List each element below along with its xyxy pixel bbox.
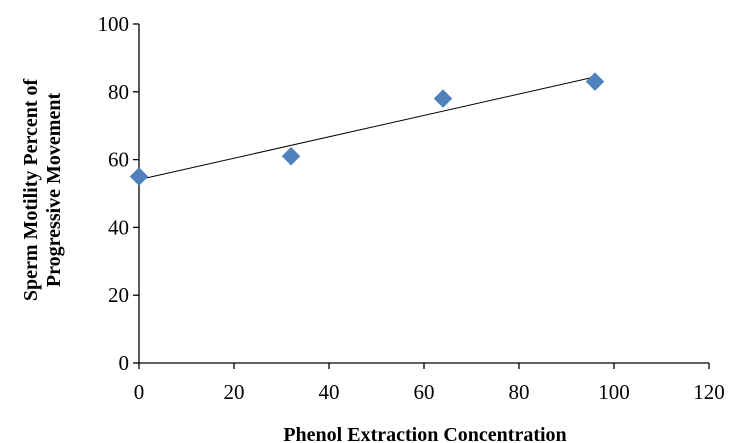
- y-axis-title-line-2: Progressive Movement: [43, 93, 65, 288]
- y-tick-label: 100: [98, 12, 130, 36]
- data-point: [585, 72, 605, 91]
- x-tick-label: 100: [598, 380, 630, 404]
- axis-labels: Phenol Extraction Concentration Sperm Mo…: [20, 78, 567, 443]
- y-tick-label: 40: [108, 215, 129, 239]
- y-tick-label: 0: [119, 351, 130, 375]
- axes: 0 20 40 60 80 100 0 20 40 60 80 100 120: [98, 12, 725, 404]
- y-tick-label: 20: [108, 283, 129, 307]
- x-tick-label: 40: [319, 380, 340, 404]
- x-tick-label: 0: [134, 380, 145, 404]
- x-tick-label: 60: [414, 380, 435, 404]
- trendline-layer: [138, 76, 596, 181]
- x-tick-label: 120: [693, 380, 725, 404]
- data-points: [129, 72, 605, 186]
- x-tick-label: 20: [224, 380, 245, 404]
- trendline: [138, 76, 596, 181]
- x-axis-title: Phenol Extraction Concentration: [283, 424, 566, 443]
- data-point: [129, 167, 149, 186]
- y-tick-label: 60: [108, 148, 129, 172]
- x-tick-label: 80: [509, 380, 530, 404]
- y-axis-title-line-1: Sperm Motility Percent of: [20, 78, 42, 301]
- y-tick-label: 80: [108, 80, 129, 104]
- data-point: [281, 146, 301, 166]
- data-point: [433, 89, 453, 108]
